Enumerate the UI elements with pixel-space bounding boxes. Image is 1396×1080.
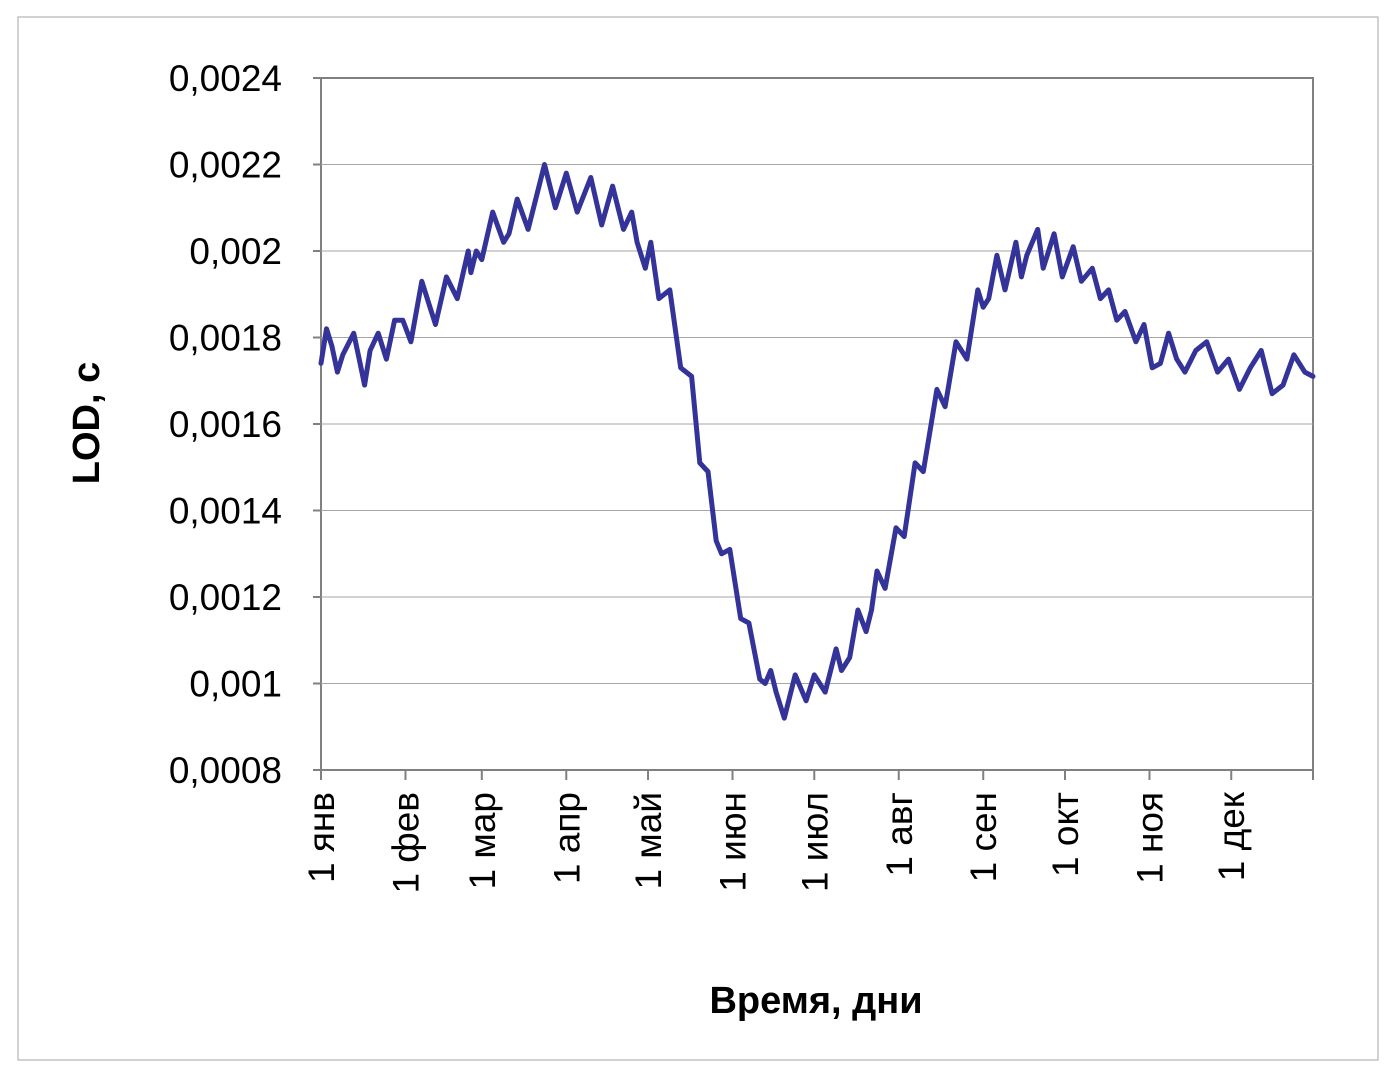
- x-tick-label: 1 ноя: [1129, 792, 1170, 884]
- y-tick-label: 0,001: [189, 664, 282, 705]
- y-tick-label: 0,0022: [169, 145, 282, 186]
- x-tick-label: 1 фев: [385, 792, 426, 894]
- y-tick-label: 0,0008: [169, 750, 282, 791]
- x-tick-label: 1 мар: [462, 792, 503, 889]
- y-tick-label: 0,0024: [169, 58, 282, 99]
- x-tick-label: 1 апр: [546, 792, 587, 884]
- x-tick-label: 1 авг: [879, 792, 920, 877]
- y-axis-title: LOD, с: [66, 362, 108, 484]
- y-tick-label: 0,0014: [169, 491, 282, 532]
- y-tick-label: 0,0016: [169, 404, 282, 445]
- y-axis: 0,0008 0,001 0,0012 0,0014 0,0016 0,0018 0,002…: [169, 58, 321, 791]
- y-tick-label: 0,0012: [169, 577, 282, 618]
- x-axis: 1 янв 1 фев 1 мар 1 апр 1 май 1 июн 1 июл 1 авг…: [301, 770, 1314, 894]
- series-layer: [318, 162, 1316, 721]
- x-tick-label: 1 янв: [301, 792, 342, 883]
- series-line: [318, 162, 1316, 721]
- x-tick-label: 1 сен: [963, 792, 1004, 882]
- x-tick-label: 1 дек: [1211, 791, 1252, 881]
- x-tick-label: 1 июн: [713, 792, 754, 892]
- y-tick-label: 0,002: [189, 231, 282, 272]
- outer-border: [17, 16, 1379, 1061]
- x-axis-title: Время, дни: [709, 980, 922, 1022]
- x-tick-label: 1 июл: [794, 792, 835, 892]
- x-tick-label: 1 май: [628, 792, 669, 890]
- y-tick-label: 0,0018: [169, 318, 282, 359]
- x-tick-label: 1 окт: [1045, 792, 1086, 877]
